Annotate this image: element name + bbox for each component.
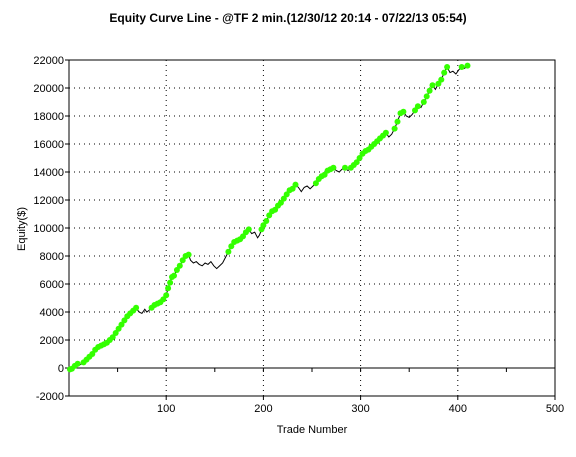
x-axis-ticks: 100 200 300 400 500 bbox=[157, 396, 564, 415]
new-high-marker bbox=[414, 103, 421, 110]
new-high-marker bbox=[173, 267, 180, 273]
chart-title: Equity Curve Line - @TF 2 min.(12/30/12 … bbox=[109, 11, 467, 25]
new-high-marker bbox=[163, 292, 170, 299]
y-tick-label: 4000 bbox=[40, 307, 64, 319]
x-tick-label: 500 bbox=[546, 403, 564, 415]
new-high-marker bbox=[280, 195, 287, 202]
new-high-marker bbox=[356, 155, 363, 161]
new-high-marker bbox=[185, 251, 192, 258]
new-high-marker bbox=[165, 285, 172, 292]
new-high-marker bbox=[272, 206, 279, 213]
y-tick-label: 20000 bbox=[33, 83, 64, 95]
new-high-marker bbox=[382, 129, 389, 136]
new-high-marker bbox=[179, 257, 186, 264]
new-high-marker bbox=[228, 243, 235, 250]
new-high-marker bbox=[121, 317, 128, 324]
y-tick-label: 18000 bbox=[33, 111, 64, 123]
new-high-marker bbox=[435, 80, 442, 87]
new-high-marker bbox=[292, 181, 299, 188]
new-high-marker bbox=[115, 325, 122, 332]
new-high-marker bbox=[289, 185, 296, 192]
new-high-marker bbox=[167, 279, 174, 286]
y-tick-label: 6000 bbox=[40, 279, 64, 291]
new-high-marker bbox=[176, 262, 183, 269]
y-tick-label: -2000 bbox=[36, 391, 64, 403]
new-high-marker bbox=[263, 218, 270, 224]
new-high-marker bbox=[225, 248, 232, 255]
new-high-marker bbox=[400, 108, 407, 115]
y-tick-label: 16000 bbox=[33, 139, 64, 151]
new-high-marker bbox=[441, 69, 448, 76]
new-high-marker bbox=[464, 62, 471, 69]
new-high-marker bbox=[458, 64, 465, 70]
new-high-marker bbox=[429, 82, 436, 89]
new-high-marker bbox=[342, 164, 348, 171]
x-tick-label: 200 bbox=[254, 403, 272, 415]
new-high-marker bbox=[240, 233, 246, 240]
new-high-marker bbox=[353, 159, 360, 166]
new-high-marker bbox=[260, 222, 267, 229]
new-high-marker bbox=[266, 212, 273, 219]
new-high-marker bbox=[312, 180, 319, 187]
new-high-marker bbox=[89, 351, 96, 357]
new-high-marker bbox=[444, 64, 451, 70]
new-high-marker bbox=[321, 171, 328, 178]
new-high-marker bbox=[423, 93, 430, 100]
y-tick-label: 10000 bbox=[33, 223, 64, 235]
plot-area bbox=[68, 59, 556, 397]
x-tick-label: 100 bbox=[157, 403, 175, 415]
new-high-marker bbox=[426, 87, 433, 94]
new-high-marker bbox=[133, 304, 140, 311]
new-high-marker bbox=[420, 99, 427, 105]
y-tick-label: 12000 bbox=[33, 195, 64, 207]
new-high-markers bbox=[67, 62, 471, 373]
x-tick-label: 400 bbox=[449, 403, 467, 415]
new-high-marker bbox=[118, 321, 125, 328]
x-tick-label: 300 bbox=[351, 403, 369, 415]
y-tick-label: 0 bbox=[58, 363, 64, 375]
new-high-marker bbox=[438, 76, 445, 83]
new-high-marker bbox=[394, 118, 401, 125]
new-high-marker bbox=[391, 125, 398, 132]
new-high-marker bbox=[245, 226, 252, 233]
new-high-marker bbox=[112, 330, 119, 336]
y-axis-ticks: 2200020000180001600014000120001000080006… bbox=[33, 55, 69, 403]
zero-line-group bbox=[69, 367, 555, 372]
new-high-marker bbox=[109, 334, 116, 341]
new-high-marker bbox=[412, 107, 418, 114]
new-high-marker bbox=[330, 164, 337, 171]
new-high-marker bbox=[277, 199, 284, 206]
y-tick-label: 22000 bbox=[33, 55, 64, 67]
y-tick-label: 14000 bbox=[33, 167, 64, 179]
new-high-marker bbox=[171, 272, 177, 279]
new-high-marker bbox=[74, 360, 81, 367]
y-tick-label: 2000 bbox=[40, 335, 64, 347]
new-high-marker bbox=[160, 296, 167, 303]
new-high-marker bbox=[283, 191, 290, 198]
y-tick-label: 8000 bbox=[40, 251, 64, 263]
x-axis-label: Trade Number bbox=[276, 424, 348, 436]
